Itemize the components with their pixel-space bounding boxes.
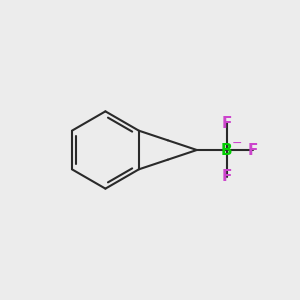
Text: −: −	[232, 137, 242, 150]
Text: F: F	[221, 116, 232, 131]
Text: F: F	[221, 169, 232, 184]
Text: F: F	[248, 142, 259, 158]
Text: B: B	[221, 142, 232, 158]
